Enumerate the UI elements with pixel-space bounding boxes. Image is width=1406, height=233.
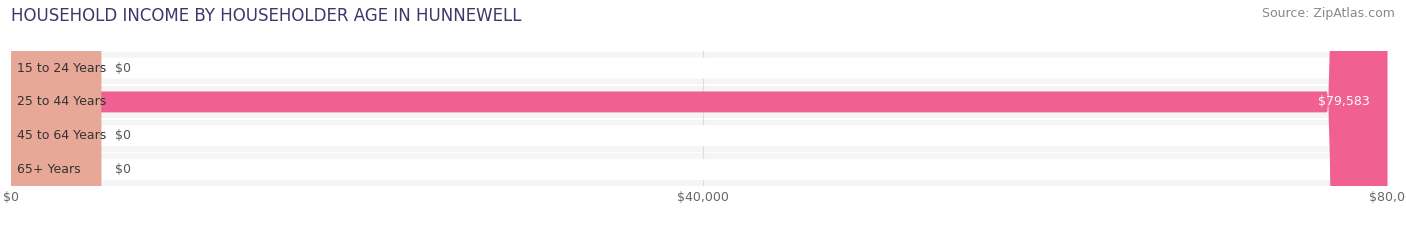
FancyBboxPatch shape <box>11 0 101 233</box>
FancyBboxPatch shape <box>11 0 1395 233</box>
Text: $0: $0 <box>115 163 131 176</box>
FancyBboxPatch shape <box>11 0 1395 233</box>
FancyBboxPatch shape <box>11 0 1388 233</box>
FancyBboxPatch shape <box>11 0 101 233</box>
Text: $0: $0 <box>115 62 131 75</box>
Text: Source: ZipAtlas.com: Source: ZipAtlas.com <box>1261 7 1395 20</box>
Text: 25 to 44 Years: 25 to 44 Years <box>17 96 105 108</box>
Text: 15 to 24 Years: 15 to 24 Years <box>17 62 105 75</box>
Text: HOUSEHOLD INCOME BY HOUSEHOLDER AGE IN HUNNEWELL: HOUSEHOLD INCOME BY HOUSEHOLDER AGE IN H… <box>11 7 522 25</box>
Bar <box>11 52 1395 84</box>
Text: $0: $0 <box>115 129 131 142</box>
Text: 45 to 64 Years: 45 to 64 Years <box>17 129 105 142</box>
FancyBboxPatch shape <box>11 0 101 233</box>
Text: 65+ Years: 65+ Years <box>17 163 80 176</box>
Bar <box>11 120 1395 152</box>
FancyBboxPatch shape <box>11 0 1395 233</box>
Text: $79,583: $79,583 <box>1319 96 1371 108</box>
Bar <box>11 153 1395 186</box>
Bar <box>11 86 1395 118</box>
FancyBboxPatch shape <box>11 0 1395 233</box>
